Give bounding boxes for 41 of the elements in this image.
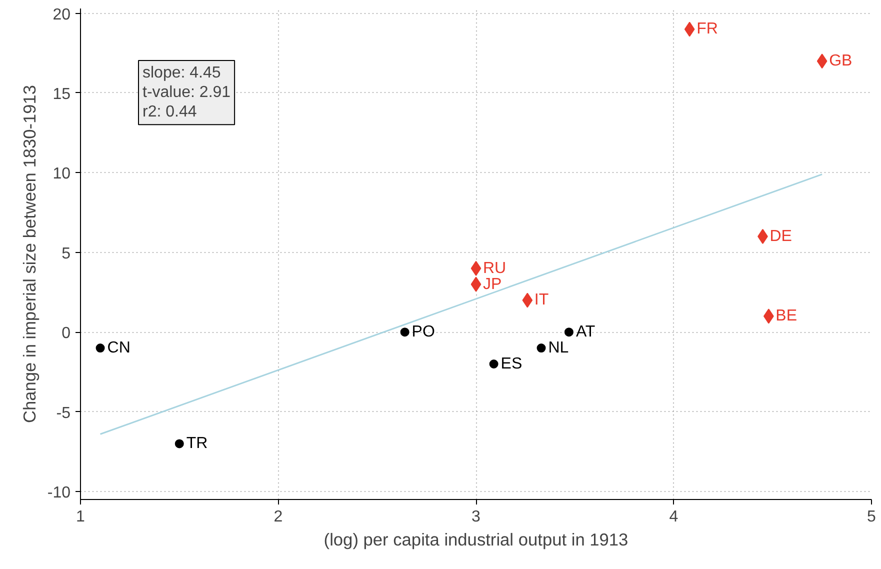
x-axis-title: (log) per capita industrial output in 1913	[324, 530, 628, 550]
annotation: IT	[534, 292, 549, 309]
annotation: NL	[548, 340, 569, 357]
point	[536, 344, 546, 353]
annotation: JP	[483, 276, 502, 293]
y-tick-label: 5	[62, 245, 71, 262]
y-tick-label: 15	[52, 86, 71, 103]
annotation: FR	[696, 20, 718, 38]
annotation: BE	[776, 308, 798, 325]
x-tick-label: 1	[76, 508, 86, 526]
annotation: ES	[500, 355, 522, 372]
x-tick-label: 2	[274, 508, 283, 526]
y-axis-title: Change in imperial size between 1830-1913	[19, 84, 40, 424]
y-tick-label: 0	[62, 325, 71, 342]
point	[564, 328, 574, 337]
annotation: RU	[483, 260, 506, 277]
point	[400, 328, 410, 337]
point	[489, 360, 498, 368]
y-tick-label: 20	[52, 6, 71, 24]
x-tick-label: 5	[867, 508, 876, 526]
annotation: CN	[107, 340, 130, 357]
annotation: TR	[186, 435, 208, 452]
x-tick-label: 3	[472, 508, 481, 526]
y-tick-label: -5	[56, 404, 71, 422]
annotation: GB	[829, 52, 852, 70]
point	[684, 22, 695, 37]
point	[816, 54, 828, 69]
annotation: PO	[412, 324, 435, 341]
annotation: AT	[576, 324, 596, 341]
point	[522, 292, 533, 308]
y-tick-label: 10	[52, 166, 71, 183]
y-tick-label: -10	[47, 484, 71, 502]
annotation: slope: 4.45	[142, 64, 221, 82]
point	[174, 439, 184, 448]
annotation: r2: 0.44	[142, 104, 197, 121]
point	[470, 260, 482, 276]
x-tick-label: 4	[669, 508, 678, 526]
point	[470, 276, 482, 292]
annotation: DE	[770, 228, 792, 245]
annotation: t-value: 2.91	[142, 84, 231, 102]
point	[96, 344, 105, 353]
